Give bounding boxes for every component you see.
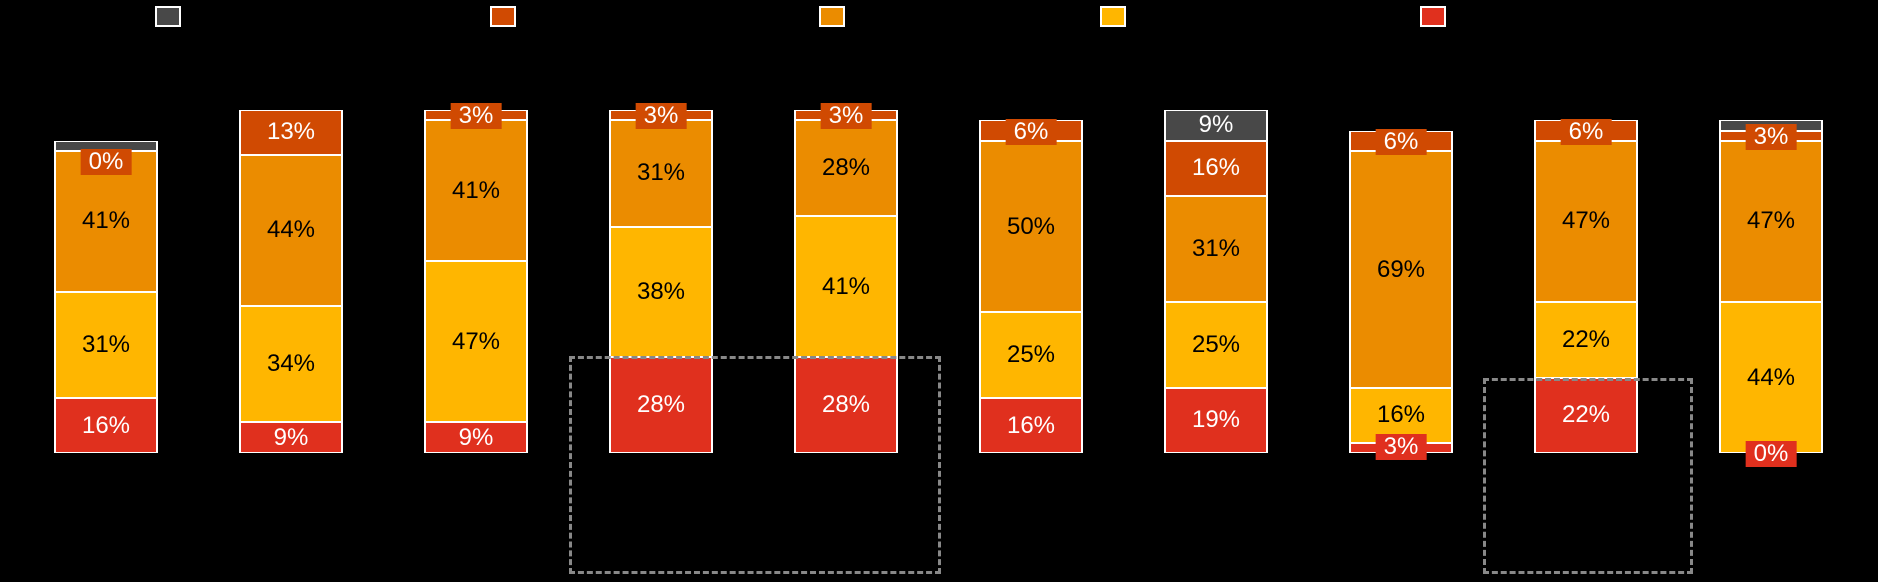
data-label: 50% <box>1006 212 1056 240</box>
data-label: 28% <box>821 154 871 182</box>
data-label: 16% <box>1191 154 1241 182</box>
data-label: 3% <box>1745 123 1797 150</box>
bar-6: 16% 25% 50% 6% <box>979 118 1083 453</box>
bar-segment: 19% <box>1164 387 1268 453</box>
bar-segment: 25% <box>1164 302 1268 388</box>
legend-swatch-yellow <box>1100 6 1126 27</box>
bar-segment: 31% <box>54 291 158 399</box>
bar-segment: 3% <box>1719 123 1823 150</box>
bar-segment: 41% <box>794 216 898 357</box>
bar-segment: 9% <box>424 422 528 453</box>
data-label: 16% <box>1006 411 1056 439</box>
data-label: 16% <box>1376 401 1426 429</box>
bar-7: 19% 25% 31% 16% 9% <box>1164 110 1268 453</box>
bar-segment: 3% <box>794 103 898 130</box>
data-label: 25% <box>1006 341 1056 369</box>
data-label: 44% <box>1746 363 1796 391</box>
data-label: 34% <box>266 349 316 377</box>
data-label: 47% <box>1746 207 1796 235</box>
data-label: 3% <box>820 103 872 130</box>
data-label: 28% <box>636 390 686 418</box>
data-label: 47% <box>1561 207 1611 235</box>
bar-segment: 69% <box>1349 151 1453 388</box>
bar-segment: 3% <box>424 103 528 130</box>
bar-segment: 28% <box>794 120 898 217</box>
data-label: 13% <box>266 118 316 146</box>
bar-segment: 47% <box>1534 140 1638 303</box>
bar-segment: 9% <box>239 422 343 453</box>
bar-segment: 22% <box>1534 302 1638 378</box>
bar-segment: 31% <box>609 120 713 227</box>
bar-segment: 34% <box>239 305 343 423</box>
bar-segment: 16% <box>54 398 158 453</box>
data-label: 38% <box>636 277 686 305</box>
data-label: 9% <box>458 423 494 451</box>
data-label: 3% <box>450 103 502 130</box>
data-label: 0% <box>80 149 132 176</box>
legend-swatch-gray <box>155 6 181 27</box>
bar-segment: 44% <box>239 154 343 306</box>
legend-swatch-orange <box>819 6 845 27</box>
legend-swatch-darkorange <box>490 6 516 27</box>
data-label: 41% <box>451 176 501 204</box>
data-label: 31% <box>636 159 686 187</box>
bar-2: 9% 34% 44% 13% <box>239 110 343 453</box>
bar-5: 28% 41% 28% 3% <box>794 103 898 453</box>
bar-segment: 6% <box>1534 118 1638 145</box>
data-label: 22% <box>1561 401 1611 429</box>
data-label: 3% <box>1375 433 1427 460</box>
bar-3: 9% 47% 41% 3% <box>424 103 528 453</box>
data-label: 28% <box>821 390 871 418</box>
bar-segment: 9% <box>1164 110 1268 141</box>
bar-segment: 31% <box>1164 195 1268 303</box>
legend-swatch-red <box>1420 6 1446 27</box>
bar-segment: 16% <box>979 398 1083 453</box>
data-label: 6% <box>1005 118 1057 145</box>
bar-4: 28% 38% 31% 3% <box>609 103 713 453</box>
data-label: 19% <box>1191 406 1241 434</box>
data-label: 16% <box>81 411 131 439</box>
data-label: 9% <box>273 423 309 451</box>
data-label: 6% <box>1560 118 1612 145</box>
data-label: 69% <box>1376 255 1426 283</box>
bar-segment: 13% <box>239 110 343 155</box>
bar-segment: 38% <box>609 226 713 357</box>
bar-segment: 22% <box>1534 377 1638 453</box>
bar-segment: 47% <box>1719 140 1823 303</box>
bar-1: 16% 31% 41% 0% <box>54 140 158 453</box>
data-label: 41% <box>821 272 871 300</box>
bar-segment: 3% <box>609 103 713 130</box>
bar-segment: 6% <box>1349 128 1453 155</box>
bar-segment: 44% <box>1719 302 1823 453</box>
bar-segment: 41% <box>424 120 528 261</box>
data-label: 3% <box>635 103 687 130</box>
data-label: 0% <box>1745 441 1797 467</box>
data-label: 22% <box>1561 325 1611 353</box>
bar-segment: 50% <box>979 140 1083 313</box>
bar-segment: 6% <box>979 118 1083 145</box>
data-label: 25% <box>1191 330 1241 358</box>
bar-segment: 3% <box>1349 433 1453 460</box>
bar-segment: 28% <box>794 356 898 453</box>
bar-segment: 28% <box>609 356 713 453</box>
bar-9: 22% 22% 47% 6% <box>1534 118 1638 453</box>
data-label: 31% <box>81 330 131 358</box>
bar-segment: 25% <box>979 312 1083 399</box>
data-label: 47% <box>451 327 501 355</box>
data-label: 31% <box>1191 234 1241 262</box>
data-label: 41% <box>81 207 131 235</box>
bar-10: 0% 44% 47% 3% <box>1719 120 1823 467</box>
data-label: 9% <box>1198 111 1234 139</box>
data-label: 6% <box>1375 128 1427 155</box>
bar-segment: 16% <box>1164 140 1268 196</box>
data-label: 44% <box>266 216 316 244</box>
bar-8: 3% 16% 69% 6% <box>1349 128 1453 460</box>
bar-segment: 47% <box>424 260 528 423</box>
